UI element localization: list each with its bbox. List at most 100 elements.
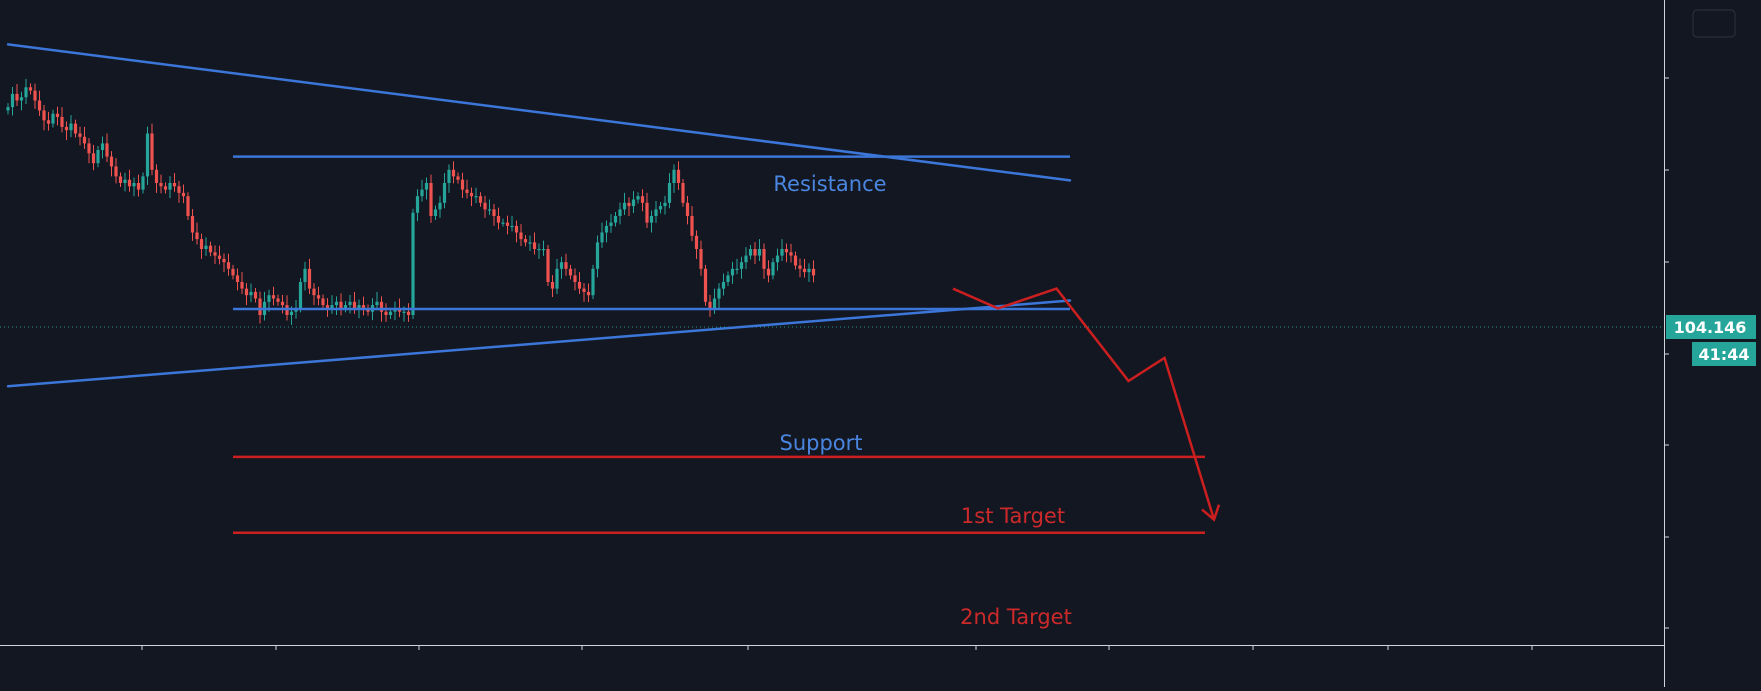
candle <box>181 184 186 204</box>
trendlines-layer <box>0 43 1664 535</box>
candle-body <box>600 232 604 243</box>
candle <box>505 215 510 235</box>
candle-body <box>424 183 429 190</box>
candle <box>622 192 627 215</box>
candle <box>766 260 771 283</box>
candle <box>190 209 195 241</box>
candle-body <box>69 123 73 131</box>
candle <box>235 268 240 291</box>
candle-body <box>483 202 487 210</box>
candle-body <box>361 305 366 309</box>
candle-body <box>658 206 663 210</box>
candle-body <box>510 225 514 228</box>
candle-body <box>573 275 577 282</box>
candle-body <box>127 179 132 187</box>
candle <box>82 126 87 149</box>
candle <box>780 239 784 262</box>
candle-body <box>474 196 478 198</box>
candle-body <box>78 133 82 137</box>
candle <box>676 161 681 190</box>
candle <box>775 248 780 271</box>
candle-body <box>15 93 19 101</box>
candle <box>640 189 645 212</box>
candle <box>478 192 483 207</box>
projection-arrowhead <box>1201 504 1221 522</box>
candle <box>424 177 429 200</box>
candle <box>667 173 672 209</box>
candle-body <box>784 249 789 253</box>
candle <box>802 258 807 278</box>
candle <box>442 173 447 209</box>
candle <box>798 258 802 278</box>
candle-body <box>348 301 352 306</box>
candle-body <box>613 216 618 223</box>
candle <box>514 220 519 243</box>
candle-body <box>496 216 501 223</box>
candle-body <box>780 249 784 256</box>
candle-body <box>609 222 613 226</box>
candle <box>6 103 10 115</box>
last-price-value: 104.146 <box>1674 318 1747 337</box>
candle-body <box>429 183 433 216</box>
candle <box>604 220 609 243</box>
candle <box>460 172 465 199</box>
countdown-badge <box>1692 342 1756 366</box>
candle <box>807 263 811 282</box>
candle <box>631 191 636 214</box>
candle <box>469 187 474 207</box>
candle-body <box>60 117 64 127</box>
candle-body <box>271 295 276 299</box>
candle <box>330 295 334 314</box>
candle-body <box>802 268 807 273</box>
candle <box>154 164 159 193</box>
candle <box>699 240 703 276</box>
candle-body <box>240 282 244 289</box>
candle-body <box>762 249 766 269</box>
candle-body <box>258 298 262 315</box>
candle <box>163 182 168 194</box>
candle-body <box>195 232 199 240</box>
candle-body <box>91 153 96 164</box>
candle <box>658 202 663 214</box>
candle-body <box>109 156 114 167</box>
candle-body <box>523 239 528 243</box>
candle-body <box>402 311 406 313</box>
resistance-label: Resistance <box>773 172 886 196</box>
candle <box>231 264 235 280</box>
candle-body <box>541 249 546 251</box>
candle <box>298 278 303 313</box>
candle <box>213 245 217 265</box>
candle <box>217 245 222 265</box>
candle <box>361 296 366 316</box>
candle <box>348 294 352 314</box>
candle <box>168 176 172 199</box>
candle-body <box>42 110 46 121</box>
candle <box>649 210 654 233</box>
candle-body <box>136 183 141 190</box>
target-1-label: 1st Target <box>961 504 1065 528</box>
candle <box>451 161 456 184</box>
candle-body <box>235 275 240 282</box>
candle <box>172 173 177 192</box>
candle-body <box>505 222 510 226</box>
candle-body <box>312 288 316 296</box>
candle-body <box>744 255 748 263</box>
candle-body <box>550 282 555 289</box>
candle <box>609 214 613 233</box>
candle <box>96 146 100 168</box>
candle-body <box>100 143 105 150</box>
candle <box>339 293 343 316</box>
candle <box>555 258 559 295</box>
candle <box>717 283 721 309</box>
candle <box>24 78 28 105</box>
candle <box>145 126 150 185</box>
candle <box>694 230 699 259</box>
candle <box>249 283 253 303</box>
candle-body <box>87 143 91 154</box>
candle-body <box>649 216 654 223</box>
candle-body <box>379 301 384 312</box>
candle-body <box>307 268 312 289</box>
candle <box>244 283 249 306</box>
candle-body <box>154 169 159 183</box>
